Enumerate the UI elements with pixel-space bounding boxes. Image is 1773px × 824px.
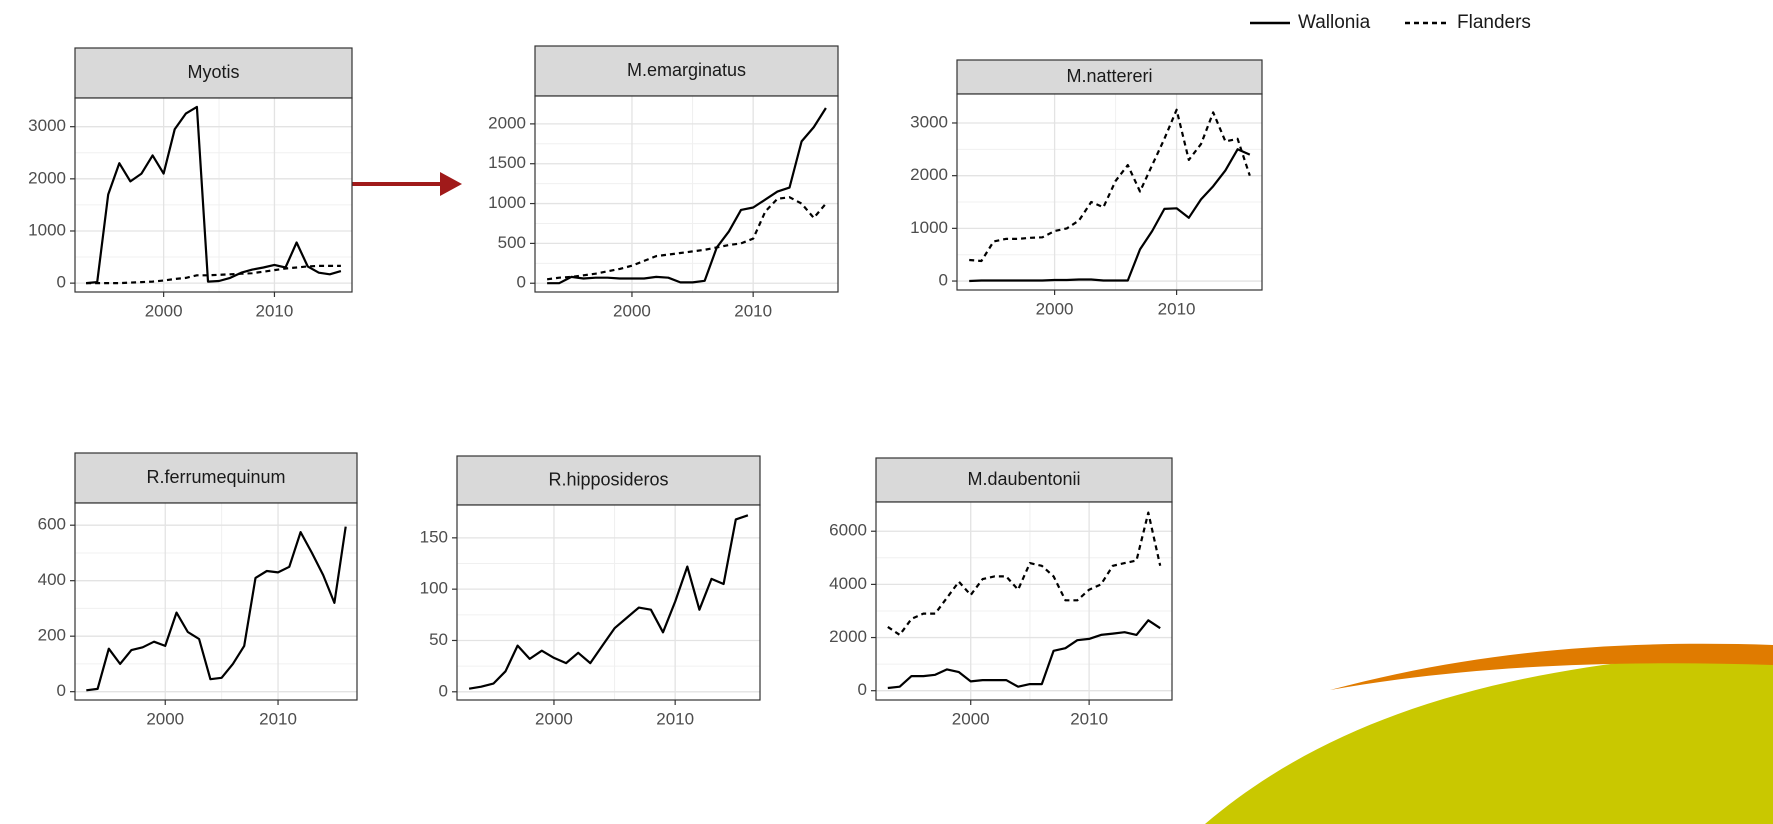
y-tick-label: 0 (439, 681, 448, 700)
x-tick-label: 2010 (656, 709, 694, 728)
plot-area (75, 503, 357, 700)
strip-title: Myotis (187, 62, 239, 82)
y-tick-label: 0 (939, 271, 948, 290)
x-tick-label: 2010 (259, 709, 297, 728)
y-tick-label: 1000 (488, 193, 526, 212)
y-tick-label: 3000 (910, 112, 948, 131)
x-tick-label: 2010 (1070, 709, 1108, 728)
y-tick-label: 2000 (488, 113, 526, 132)
strip-title: R.hipposideros (548, 469, 668, 489)
strip-title: R.ferrumequinum (146, 467, 285, 487)
x-tick-label: 2000 (535, 709, 573, 728)
y-tick-label: 1000 (28, 220, 66, 239)
y-tick-label: 500 (498, 233, 526, 252)
decor-swoosh (1205, 650, 1773, 824)
y-tick-label: 0 (57, 681, 66, 700)
y-tick-label: 1500 (488, 153, 526, 172)
y-tick-label: 0 (858, 680, 867, 699)
legend-label: Wallonia (1298, 12, 1371, 33)
y-tick-label: 2000 (829, 627, 867, 646)
y-tick-label: 400 (38, 570, 66, 589)
plot-area (457, 505, 760, 700)
arrow-head (440, 172, 462, 196)
slide: Wallonia Flanders Myotis0100020003000200… (0, 0, 1773, 824)
y-tick-label: 2000 (910, 165, 948, 184)
y-tick-label: 150 (420, 527, 448, 546)
y-tick-label: 1000 (910, 218, 948, 237)
strip-title: M.emarginatus (627, 60, 746, 80)
y-tick-label: 0 (517, 273, 526, 292)
y-tick-label: 3000 (28, 116, 66, 135)
y-tick-label: 50 (429, 630, 448, 649)
plot-area (535, 96, 838, 292)
x-tick-label: 2010 (256, 301, 294, 320)
legend-label: Flanders (1457, 12, 1531, 33)
x-tick-label: 2000 (1036, 299, 1074, 318)
y-tick-label: 0 (57, 273, 66, 292)
x-tick-label: 2010 (734, 301, 772, 320)
x-tick-label: 2000 (146, 709, 184, 728)
y-tick-label: 6000 (829, 521, 867, 540)
x-tick-label: 2000 (145, 301, 183, 320)
y-tick-label: 200 (38, 626, 66, 645)
x-tick-label: 2000 (613, 301, 651, 320)
y-tick-label: 4000 (829, 574, 867, 593)
y-tick-label: 600 (38, 515, 66, 534)
strip-title: M.nattereri (1066, 66, 1152, 86)
strip-title: M.daubentonii (967, 469, 1080, 489)
x-tick-label: 2000 (952, 709, 990, 728)
page: Wallonia Flanders Myotis0100020003000200… (0, 0, 1773, 824)
x-tick-label: 2010 (1158, 299, 1196, 318)
y-tick-label: 2000 (28, 168, 66, 187)
y-tick-label: 100 (420, 579, 448, 598)
